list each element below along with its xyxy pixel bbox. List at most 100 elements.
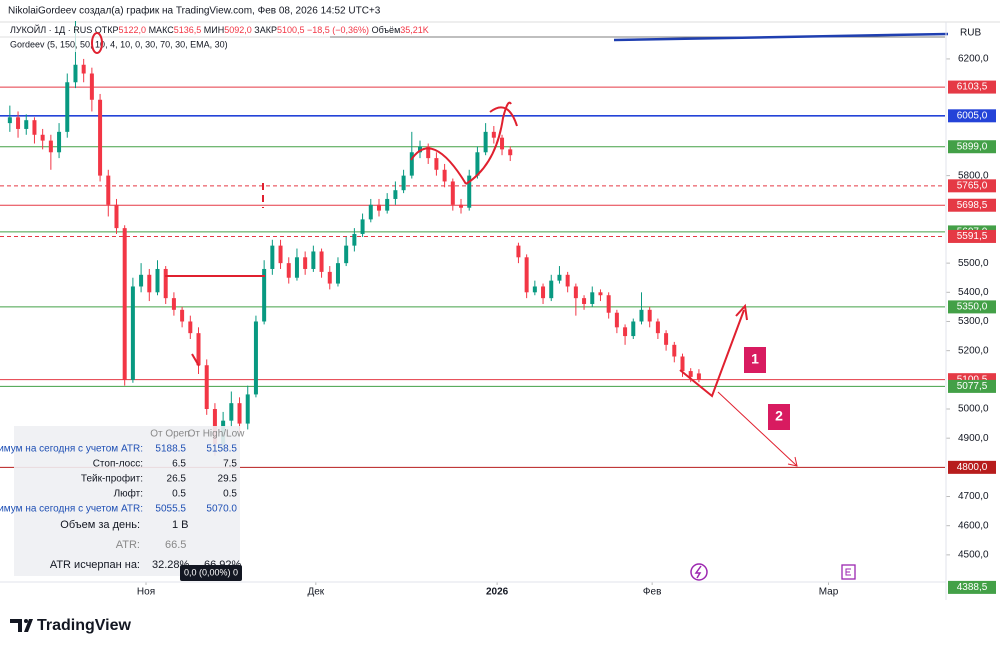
close-label: ЗАКР xyxy=(254,25,277,35)
close: 5100,5 xyxy=(277,25,305,35)
candle-body xyxy=(590,292,595,304)
candle-body xyxy=(245,394,250,424)
candle-body xyxy=(352,233,357,246)
candle-body xyxy=(557,274,562,281)
volume: 35,21K xyxy=(400,25,429,35)
candle-body xyxy=(614,312,619,328)
volume-value: 1 B xyxy=(172,519,189,531)
open: 5122,0 xyxy=(119,25,147,35)
candle-body xyxy=(647,309,652,322)
atr-value: 66.5 xyxy=(165,539,186,551)
panel-column: От Open xyxy=(150,429,190,440)
x-tick-label: Дек xyxy=(307,587,324,598)
candle-body xyxy=(303,257,308,269)
candle-body xyxy=(335,263,340,284)
candle-body xyxy=(376,204,381,211)
arrow-1-head xyxy=(735,303,748,321)
candle-body xyxy=(672,344,677,357)
candle-body xyxy=(360,219,365,234)
level-label: 5100,5 xyxy=(957,374,988,385)
x-tick-label: 2026 xyxy=(486,587,509,598)
level-label: 5077,5 xyxy=(957,381,988,392)
panel-row-value: 6.5 xyxy=(172,459,186,470)
y-tick-label: 4600,0 xyxy=(958,520,989,531)
candle-body xyxy=(467,175,472,208)
candle-body xyxy=(7,117,12,124)
level-label: 6103,5 xyxy=(957,82,988,93)
level-label-bg xyxy=(948,140,996,154)
level-label: 4800,0 xyxy=(957,462,988,473)
candle-body xyxy=(286,263,291,278)
high: 5136,5 xyxy=(174,25,202,35)
candle-body xyxy=(541,286,546,299)
indicator-legend: Gordeev (5, 150, 50, 10, 4, 10, 0, 30, 7… xyxy=(10,39,228,49)
candle-body xyxy=(680,356,685,372)
logo-dot xyxy=(24,619,28,623)
level-label-bg xyxy=(948,580,996,594)
candle-body xyxy=(253,321,258,395)
low: 5092,0 xyxy=(224,25,252,35)
panel-row-value: 26.5 xyxy=(167,474,187,485)
earnings-icon[interactable] xyxy=(841,564,856,580)
volume-label: Объем за день: xyxy=(60,519,140,531)
candle-body xyxy=(524,257,529,293)
panel-row-label: Максимум на сегодня с учетом ATR: xyxy=(0,444,143,455)
candle-body xyxy=(475,152,480,176)
candle-body xyxy=(516,245,521,258)
candle-body xyxy=(631,321,636,337)
level-label: 5765,0 xyxy=(957,180,988,191)
candle-body xyxy=(171,298,176,310)
panel-row-value: 5070.0 xyxy=(206,504,237,515)
candle-body xyxy=(48,140,53,153)
symbol: ЛУКОЙЛ · 1Д · RUS xyxy=(10,24,92,35)
candle-body xyxy=(237,403,242,424)
candle-body xyxy=(500,137,505,150)
candle-body xyxy=(122,228,127,380)
panel-row-label: Стоп-лосс: xyxy=(93,459,143,470)
candle-body xyxy=(385,198,390,211)
atr-label: ATR: xyxy=(116,539,140,551)
candle-body xyxy=(81,64,86,74)
event-icon[interactable] xyxy=(690,563,708,581)
arrow-1 xyxy=(679,309,745,398)
y-tick-label: 4500,0 xyxy=(958,550,989,561)
candle-body xyxy=(606,295,611,313)
candle-body xyxy=(73,64,78,83)
candle-body xyxy=(418,146,422,153)
candle-body xyxy=(16,117,21,129)
panel-row-value: 5188.5 xyxy=(155,444,186,455)
candle-body xyxy=(147,274,152,293)
panel-row-value: 29.5 xyxy=(218,474,238,485)
level-label: 5591,5 xyxy=(957,231,988,242)
candle-body xyxy=(98,99,103,176)
symbol-legend: ЛУКОЙЛ · 1Д · RUS ОТКР5122,0 МАКС5136,5 … xyxy=(10,24,429,35)
candle-body xyxy=(639,309,644,322)
event-icon-bolt xyxy=(694,565,702,579)
level-label: 6005,0 xyxy=(957,110,988,121)
x-tick-label: Ноя xyxy=(137,587,155,598)
level-label-bg xyxy=(948,179,996,193)
logo-mark xyxy=(10,619,33,632)
panel-bg xyxy=(14,426,240,576)
x-tick-label: Мар xyxy=(819,587,839,598)
volume-label: Объём xyxy=(372,25,401,35)
level-label: 5350,0 xyxy=(957,302,988,313)
level-label: 5899,0 xyxy=(957,141,988,152)
level-label-bg xyxy=(948,229,996,243)
candle-body xyxy=(89,73,94,100)
panel-column: От High/Low xyxy=(188,429,246,440)
annotation-box xyxy=(768,404,790,430)
open-label: ОТКР xyxy=(95,25,119,35)
candle-body xyxy=(368,204,373,220)
candle-body xyxy=(549,280,554,299)
low-label: МИН xyxy=(204,25,224,35)
candle-body xyxy=(40,134,45,141)
candle-body xyxy=(598,292,603,296)
panel-row-label: Минимум на сегодня с учетом ATR: xyxy=(0,504,143,515)
candle-body xyxy=(57,131,62,153)
change: −18,5 (−0,36%) xyxy=(307,25,369,35)
arrow-2 xyxy=(717,391,798,467)
level-label-bg xyxy=(948,379,996,393)
footer-logo: TradingView xyxy=(37,617,132,634)
